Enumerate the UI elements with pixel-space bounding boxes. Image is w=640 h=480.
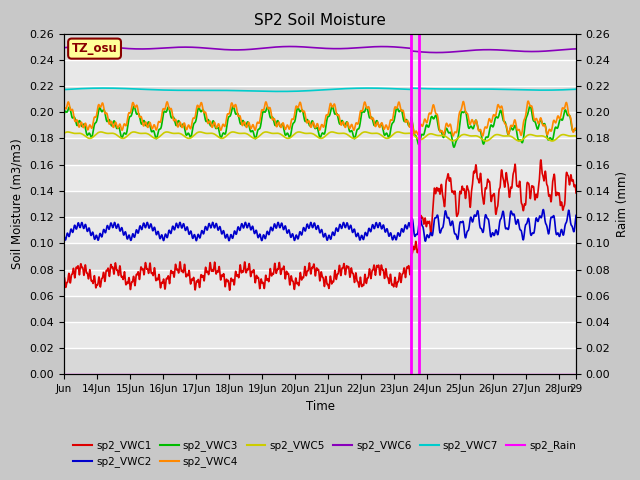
sp2_VWC6 bbox=[309, 45, 317, 50]
Title: SP2 Soil Moisture: SP2 Soil Moisture bbox=[254, 13, 386, 28]
sp2_VWC6 bbox=[433, 49, 441, 55]
Bar bbox=[64, 243, 576, 270]
sp2_VWC1 bbox=[226, 288, 234, 293]
sp2_VWC7 bbox=[364, 85, 372, 91]
sp2_VWC1 bbox=[296, 276, 303, 281]
sp2_VWC6 bbox=[464, 48, 472, 54]
Bar bbox=[64, 322, 576, 348]
sp2_VWC5 bbox=[86, 135, 94, 141]
sp2_VWC5 bbox=[60, 131, 68, 136]
sp2_VWC3 bbox=[526, 103, 534, 108]
sp2_VWC1 bbox=[537, 157, 545, 163]
sp2_VWC4 bbox=[296, 101, 303, 107]
sp2_VWC4 bbox=[572, 126, 580, 132]
Line: sp2_VWC7: sp2_VWC7 bbox=[64, 88, 576, 91]
Line: sp2_VWC5: sp2_VWC5 bbox=[64, 132, 576, 141]
sp2_VWC4 bbox=[449, 133, 457, 139]
Bar bbox=[64, 348, 576, 374]
sp2_VWC3 bbox=[296, 108, 303, 114]
sp2_VWC2 bbox=[60, 233, 68, 239]
sp2_VWC2 bbox=[572, 213, 580, 218]
Line: sp2_VWC1: sp2_VWC1 bbox=[64, 160, 576, 290]
sp2_VWC3 bbox=[463, 119, 471, 124]
sp2_VWC2 bbox=[463, 228, 471, 234]
sp2_VWC1 bbox=[558, 199, 566, 205]
sp2_VWC6 bbox=[557, 47, 565, 53]
sp2_VWC6 bbox=[558, 47, 566, 53]
sp2_VWC7 bbox=[276, 88, 284, 94]
sp2_VWC1 bbox=[309, 264, 317, 269]
Bar bbox=[64, 34, 576, 60]
sp2_VWC7 bbox=[309, 87, 317, 93]
sp2_VWC2 bbox=[422, 239, 429, 244]
sp2_VWC2 bbox=[309, 224, 317, 230]
Bar bbox=[64, 138, 576, 165]
Line: sp2_VWC2: sp2_VWC2 bbox=[64, 210, 576, 241]
sp2_VWC7 bbox=[60, 87, 68, 93]
sp2_VWC2 bbox=[557, 227, 565, 232]
sp2_VWC3 bbox=[558, 117, 566, 123]
Legend: sp2_VWC1, sp2_VWC2, sp2_VWC3, sp2_VWC4, sp2_VWC5, sp2_VWC6, sp2_VWC7, sp2_Rain: sp2_VWC1, sp2_VWC2, sp2_VWC3, sp2_VWC4, … bbox=[69, 436, 580, 471]
Bar bbox=[64, 86, 576, 112]
Text: TZ_osu: TZ_osu bbox=[72, 42, 117, 55]
sp2_VWC2 bbox=[296, 230, 303, 236]
Y-axis label: Soil Moisture (m3/m3): Soil Moisture (m3/m3) bbox=[11, 139, 24, 269]
Y-axis label: Raim (mm): Raim (mm) bbox=[616, 171, 629, 237]
sp2_VWC1 bbox=[572, 190, 580, 196]
Bar bbox=[64, 296, 576, 322]
Line: sp2_VWC3: sp2_VWC3 bbox=[64, 106, 576, 147]
sp2_VWC4 bbox=[60, 106, 68, 111]
sp2_VWC6 bbox=[296, 44, 303, 49]
Bar bbox=[64, 60, 576, 86]
sp2_VWC1 bbox=[557, 199, 565, 205]
sp2_VWC7 bbox=[557, 87, 565, 93]
sp2_VWC5 bbox=[557, 132, 565, 138]
sp2_VWC3 bbox=[86, 132, 94, 137]
sp2_VWC5 bbox=[463, 132, 471, 138]
sp2_VWC1 bbox=[463, 184, 471, 190]
Bar bbox=[64, 270, 576, 296]
Bar bbox=[64, 112, 576, 138]
sp2_VWC3 bbox=[450, 144, 458, 150]
sp2_VWC5 bbox=[296, 129, 303, 135]
sp2_VWC1 bbox=[86, 268, 94, 274]
sp2_VWC5 bbox=[572, 133, 580, 139]
Line: sp2_VWC6: sp2_VWC6 bbox=[64, 46, 576, 52]
sp2_VWC5 bbox=[558, 132, 566, 138]
sp2_VWC3 bbox=[572, 127, 580, 133]
Bar bbox=[64, 217, 576, 243]
sp2_VWC2 bbox=[86, 229, 94, 235]
sp2_VWC5 bbox=[309, 131, 317, 137]
sp2_VWC1 bbox=[60, 276, 68, 282]
sp2_VWC6 bbox=[60, 45, 68, 50]
Line: sp2_VWC4: sp2_VWC4 bbox=[64, 101, 576, 136]
Bar bbox=[64, 191, 576, 217]
X-axis label: Time: Time bbox=[305, 400, 335, 413]
sp2_VWC5 bbox=[394, 129, 402, 135]
sp2_VWC4 bbox=[463, 111, 471, 117]
sp2_VWC4 bbox=[557, 109, 565, 115]
sp2_VWC3 bbox=[557, 117, 565, 122]
sp2_VWC2 bbox=[540, 207, 547, 213]
sp2_VWC4 bbox=[86, 122, 94, 128]
sp2_VWC7 bbox=[86, 85, 94, 91]
Bar bbox=[64, 165, 576, 191]
sp2_VWC7 bbox=[464, 86, 472, 92]
sp2_VWC6 bbox=[86, 43, 94, 49]
sp2_VWC2 bbox=[558, 227, 566, 232]
sp2_VWC4 bbox=[524, 98, 532, 104]
sp2_VWC6 bbox=[572, 46, 580, 52]
sp2_VWC7 bbox=[572, 86, 580, 92]
sp2_VWC4 bbox=[558, 108, 566, 113]
sp2_VWC5 bbox=[548, 138, 556, 144]
sp2_VWC4 bbox=[309, 120, 317, 125]
Bar bbox=[64, 7, 576, 34]
sp2_VWC7 bbox=[296, 88, 303, 94]
sp2_VWC7 bbox=[558, 87, 566, 93]
sp2_VWC3 bbox=[60, 112, 68, 118]
sp2_VWC3 bbox=[309, 119, 317, 125]
sp2_VWC6 bbox=[86, 43, 93, 49]
